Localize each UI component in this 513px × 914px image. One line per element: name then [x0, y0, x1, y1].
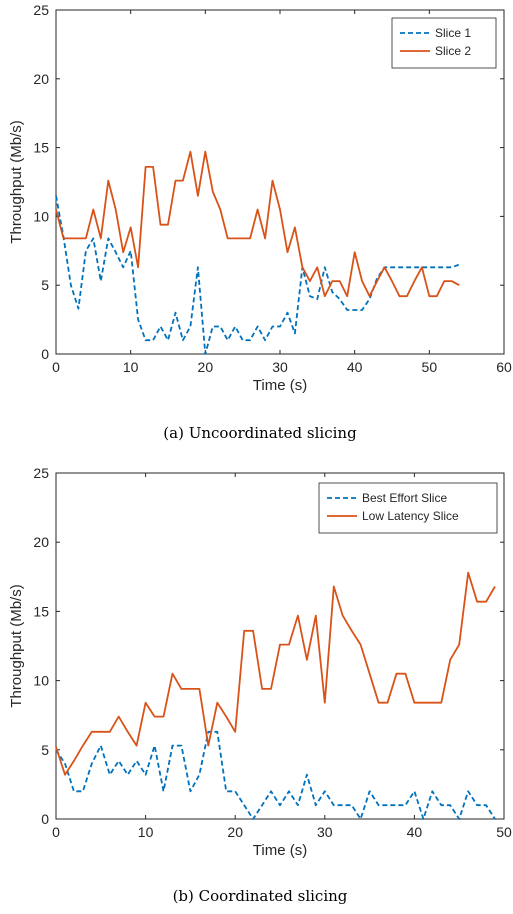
x-tick-label: 50 — [496, 824, 512, 840]
chart-a: 0 10 20 30 40 50 60 0 5 10 15 20 25 Time (s) Throughpu… — [8, 2, 512, 442]
x-tick-label: 30 — [317, 824, 333, 840]
legend-box — [318, 482, 498, 534]
legend-entry-1: Best Effort Slice — [362, 491, 447, 505]
x-tick-label: 60 — [496, 359, 512, 375]
series-line-2 — [55, 571, 496, 776]
y-tick-label: 20 — [33, 534, 49, 550]
x-tick-label: 30 — [272, 359, 288, 375]
legend: Slice 1 Slice 2 — [391, 17, 497, 69]
y-tick-label: 5 — [41, 277, 49, 293]
series-line-2 — [55, 150, 460, 298]
series-line-1 — [55, 730, 496, 820]
legend-entry-1: Slice 1 — [435, 26, 471, 40]
x-tick-label: 10 — [138, 824, 154, 840]
y-tick-label: 0 — [41, 346, 49, 362]
x-tick-label: 40 — [347, 359, 363, 375]
figure-caption: (b) Coordinated slicing — [173, 887, 348, 905]
legend-entry-2: Low Latency Slice — [362, 509, 459, 523]
y-tick-label: 10 — [33, 208, 49, 224]
y-axis-label: Throughput (Mb/s) — [8, 584, 25, 707]
figure-caption: (a) Uncoordinated slicing — [163, 424, 357, 442]
legend-box — [391, 17, 497, 69]
legend: Best Effort Slice Low Latency Slice — [318, 482, 498, 534]
chart-b: 0 10 20 30 40 50 0 5 10 15 20 25 Time (s) Throughput … — [8, 465, 512, 905]
x-axis-label: Time (s) — [253, 377, 307, 394]
y-tick-label: 5 — [41, 742, 49, 758]
y-axis-label: Throughput (Mb/s) — [8, 120, 25, 243]
y-tick-label: 0 — [41, 811, 49, 827]
y-tick-label: 25 — [33, 465, 49, 481]
y-tick-label: 10 — [33, 673, 49, 689]
x-tick-label: 20 — [227, 824, 243, 840]
y-tick-label: 20 — [33, 71, 49, 87]
legend-entry-2: Slice 2 — [435, 44, 471, 58]
plot-area — [55, 472, 505, 820]
x-tick-label: 10 — [123, 359, 139, 375]
y-tick-label: 25 — [33, 2, 49, 18]
x-tick-label: 20 — [198, 359, 214, 375]
x-tick-label: 0 — [52, 359, 60, 375]
x-tick-label: 50 — [422, 359, 438, 375]
x-axis-label: Time (s) — [253, 842, 307, 859]
x-tick-label: 40 — [407, 824, 423, 840]
x-tick-label: 0 — [52, 824, 60, 840]
series-line-1 — [55, 195, 460, 355]
y-tick-label: 15 — [33, 603, 49, 619]
y-tick-label: 15 — [33, 140, 49, 156]
